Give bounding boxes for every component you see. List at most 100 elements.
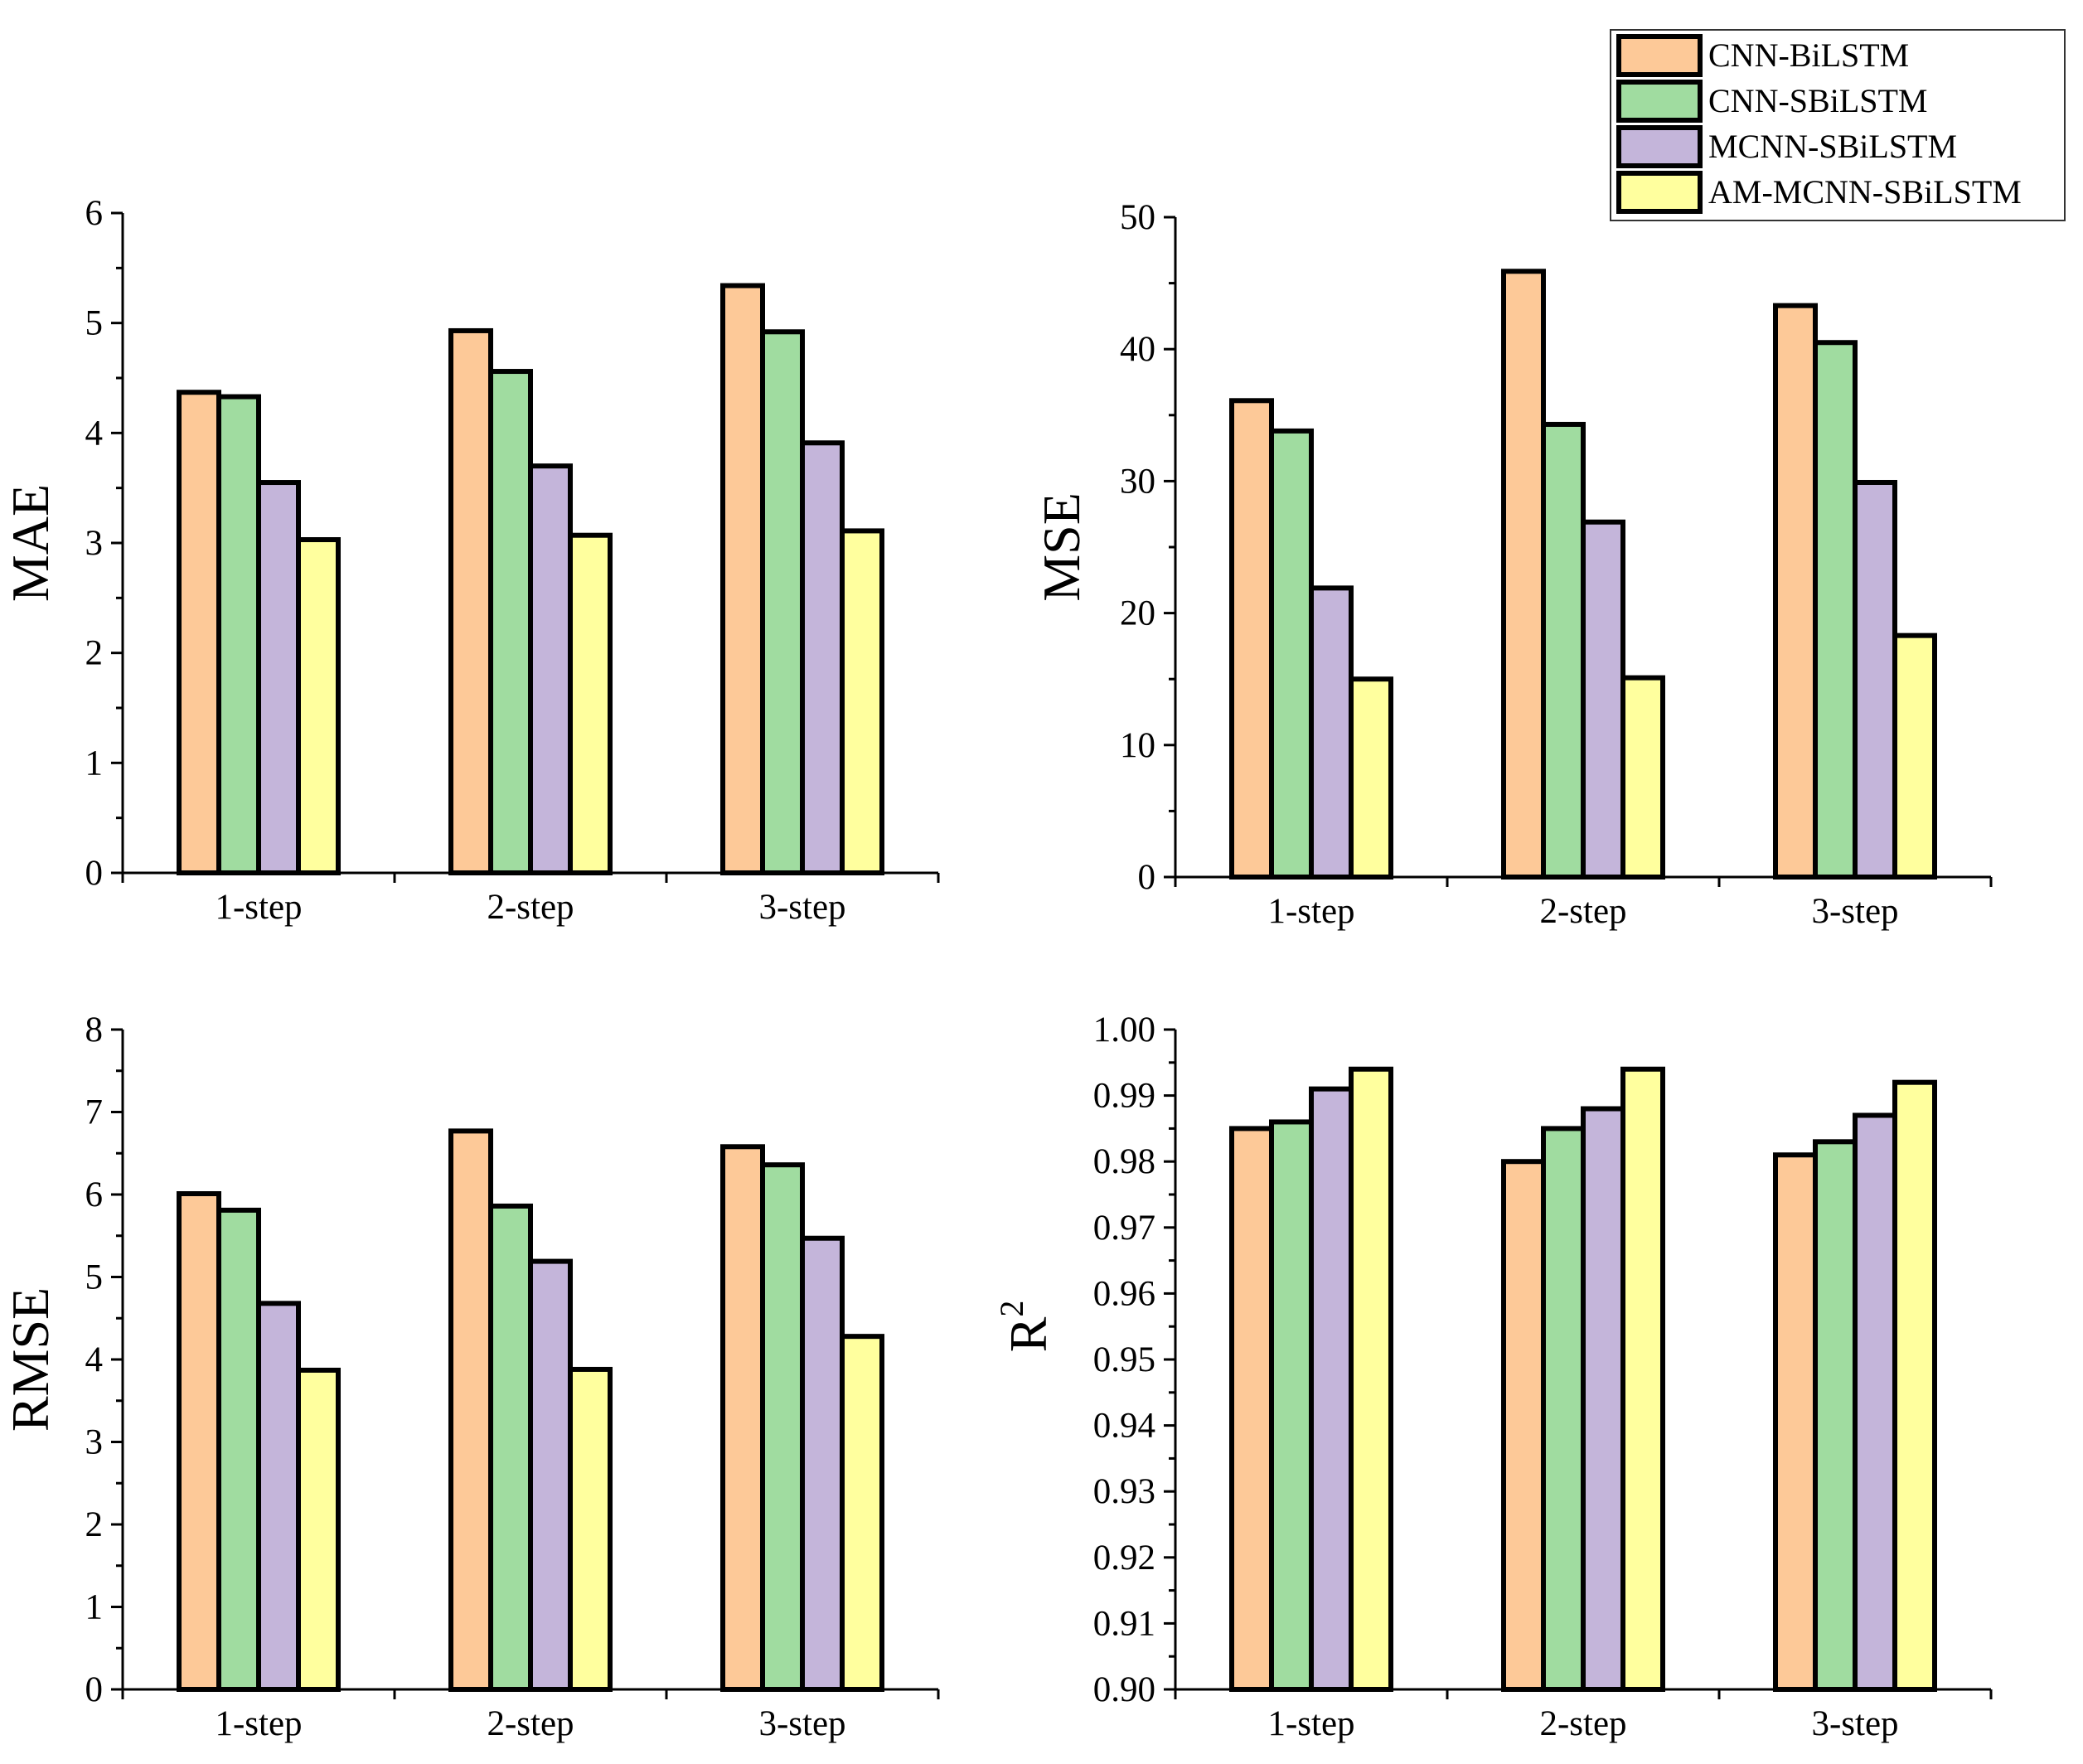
legend: CNN-BiLSTM CNN-SBiLSTM MCNN-SBiLSTM AM-MCNN… xyxy=(1610,29,2066,221)
y-tick-label: 0 xyxy=(85,1670,104,1709)
y-tick-label: 0.95 xyxy=(1093,1340,1155,1379)
y-tick-label: 20 xyxy=(1120,594,1155,633)
bar-cnn-sbilstm-2-step xyxy=(1541,421,1586,880)
chart-r2-panel: 0.90 0.91 0.92 0.93 0.94 0.95 0.96 0.97 0.98 0.99… xyxy=(993,1010,1993,1743)
y-tick-label: 1 xyxy=(85,744,104,783)
bar-mcnn-sbilstm-2-step xyxy=(528,1258,573,1692)
y-tick-label: 0.98 xyxy=(1093,1142,1155,1181)
bar-cnn-bilstm-3-step xyxy=(1773,303,1818,880)
y-tick-label: 4 xyxy=(85,1340,104,1379)
legend-label: AM-MCNN-SBiLSTM xyxy=(1708,173,2022,211)
y-tick-label: 4 xyxy=(85,414,104,453)
bar-mcnn-sbilstm-1-step xyxy=(256,480,301,875)
legend-swatch xyxy=(1616,34,1703,77)
bar-cnn-bilstm-2-step xyxy=(448,1128,493,1692)
x-tick-label: 2-step xyxy=(1539,1704,1626,1743)
y-tick-label: 0.92 xyxy=(1093,1539,1155,1577)
y-tick-label: 6 xyxy=(85,194,104,233)
x-tick-label: 2-step xyxy=(487,1704,574,1743)
x-tick-label: 1-step xyxy=(1267,892,1354,931)
bar-am-mcnn-sbilstm-3-step xyxy=(840,1334,884,1692)
bar-cnn-sbilstm-2-step xyxy=(488,369,533,876)
bar-am-mcnn-sbilstm-3-step xyxy=(1892,632,1937,880)
bar-mcnn-sbilstm-2-step xyxy=(1581,1106,1625,1692)
bar-cnn-bilstm-1-step xyxy=(177,1191,221,1692)
y-tick-label: 2 xyxy=(85,634,104,673)
bar-mcnn-sbilstm-3-step xyxy=(800,1235,845,1692)
y-tick-label: 0.93 xyxy=(1093,1472,1155,1511)
bar-am-mcnn-sbilstm-1-step xyxy=(296,537,341,876)
bar-cnn-sbilstm-3-step xyxy=(760,1162,805,1693)
legend-label: MCNN-SBiLSTM xyxy=(1708,128,1957,165)
x-tick-label: 1-step xyxy=(215,888,302,927)
bar-cnn-sbilstm-1-step xyxy=(1269,428,1314,880)
bar-mcnn-sbilstm-1-step xyxy=(1309,1086,1354,1692)
bar-cnn-sbilstm-2-step xyxy=(488,1203,533,1693)
y-tick-label: 2 xyxy=(85,1505,104,1544)
bar-mcnn-sbilstm-3-step xyxy=(1853,479,1897,880)
bar-mcnn-sbilstm-3-step xyxy=(800,440,845,875)
y-tick-label: 0.99 xyxy=(1093,1077,1155,1116)
bar-am-mcnn-sbilstm-2-step xyxy=(1620,675,1665,880)
x-tick-label: 2-step xyxy=(487,888,574,927)
y-axis-title: MAE xyxy=(1,484,60,602)
x-tick-label: 3-step xyxy=(1811,1704,1898,1743)
legend-label: CNN-BiLSTM xyxy=(1708,36,1909,74)
bar-cnn-bilstm-1-step xyxy=(177,390,221,876)
y-tick-label: 0.96 xyxy=(1093,1274,1155,1313)
y-tick-label: 0 xyxy=(1138,858,1156,897)
bar-cnn-sbilstm-1-step xyxy=(216,394,261,875)
bar-am-mcnn-sbilstm-1-step xyxy=(1349,1066,1393,1692)
legend-label: CNN-SBiLSTM xyxy=(1708,82,1928,119)
bar-cnn-sbilstm-1-step xyxy=(216,1207,261,1692)
bar-mcnn-sbilstm-2-step xyxy=(1581,519,1625,880)
bar-cnn-bilstm-3-step xyxy=(720,1144,765,1693)
y-tick-label: 1.00 xyxy=(1093,1010,1155,1049)
bar-am-mcnn-sbilstm-2-step xyxy=(568,1366,613,1692)
y-tick-label: 10 xyxy=(1120,726,1155,765)
bar-cnn-bilstm-1-step xyxy=(1229,398,1274,880)
bar-mcnn-sbilstm-1-step xyxy=(1309,585,1354,880)
bar-cnn-sbilstm-1-step xyxy=(1269,1119,1314,1692)
y-tick-label: 0.90 xyxy=(1093,1670,1155,1709)
y-tick-label: 5 xyxy=(85,1258,104,1297)
y-tick-label: 0 xyxy=(85,854,104,893)
x-tick-label: 1-step xyxy=(215,1704,302,1743)
y-axis-title: MSE xyxy=(1032,492,1091,602)
bar-mcnn-sbilstm-2-step xyxy=(528,463,573,876)
y-tick-label: 8 xyxy=(85,1010,104,1049)
bar-am-mcnn-sbilstm-3-step xyxy=(840,528,884,875)
chart-mse-panel: 0 10 20 30 40 50 1-step 2-step 3-step MSE xyxy=(1032,198,1993,931)
x-tick-label: 3-step xyxy=(758,888,845,927)
y-tick-label: 6 xyxy=(85,1175,104,1214)
y-tick-label: 0.94 xyxy=(1093,1407,1155,1446)
x-tick-label: 2-step xyxy=(1539,892,1626,931)
bar-cnn-bilstm-3-step xyxy=(720,283,765,875)
chart-rmse-panel: 0 1 2 3 4 5 6 7 8 1-step 2-step 3-step RMSE xyxy=(1,1010,940,1743)
bar-mcnn-sbilstm-3-step xyxy=(1853,1112,1897,1692)
y-tick-label: 40 xyxy=(1120,330,1155,369)
bar-mcnn-sbilstm-1-step xyxy=(256,1301,301,1692)
bar-am-mcnn-sbilstm-1-step xyxy=(296,1367,341,1693)
y-tick-label: 3 xyxy=(85,524,104,563)
legend-swatch xyxy=(1616,80,1703,123)
bar-cnn-sbilstm-2-step xyxy=(1541,1126,1586,1692)
bar-cnn-sbilstm-3-step xyxy=(1813,340,1858,880)
y-tick-label: 1 xyxy=(85,1588,104,1627)
bar-cnn-sbilstm-3-step xyxy=(1813,1139,1858,1692)
x-tick-label: 3-step xyxy=(758,1704,845,1743)
bar-cnn-bilstm-2-step xyxy=(1501,1159,1546,1692)
y-tick-label: 30 xyxy=(1120,462,1155,501)
y-tick-label: 0.91 xyxy=(1093,1604,1155,1643)
legend-swatch xyxy=(1616,125,1703,168)
bar-am-mcnn-sbilstm-2-step xyxy=(568,532,613,875)
bar-cnn-bilstm-1-step xyxy=(1229,1126,1274,1692)
y-tick-label: 50 xyxy=(1120,198,1155,237)
y-axis-title: RMSE xyxy=(1,1287,60,1432)
bar-am-mcnn-sbilstm-3-step xyxy=(1892,1079,1937,1693)
y-axis-title: R2 xyxy=(993,1301,1058,1353)
y-tick-label: 0.97 xyxy=(1093,1209,1155,1248)
bar-am-mcnn-sbilstm-2-step xyxy=(1620,1066,1665,1692)
legend-swatch xyxy=(1616,171,1703,214)
